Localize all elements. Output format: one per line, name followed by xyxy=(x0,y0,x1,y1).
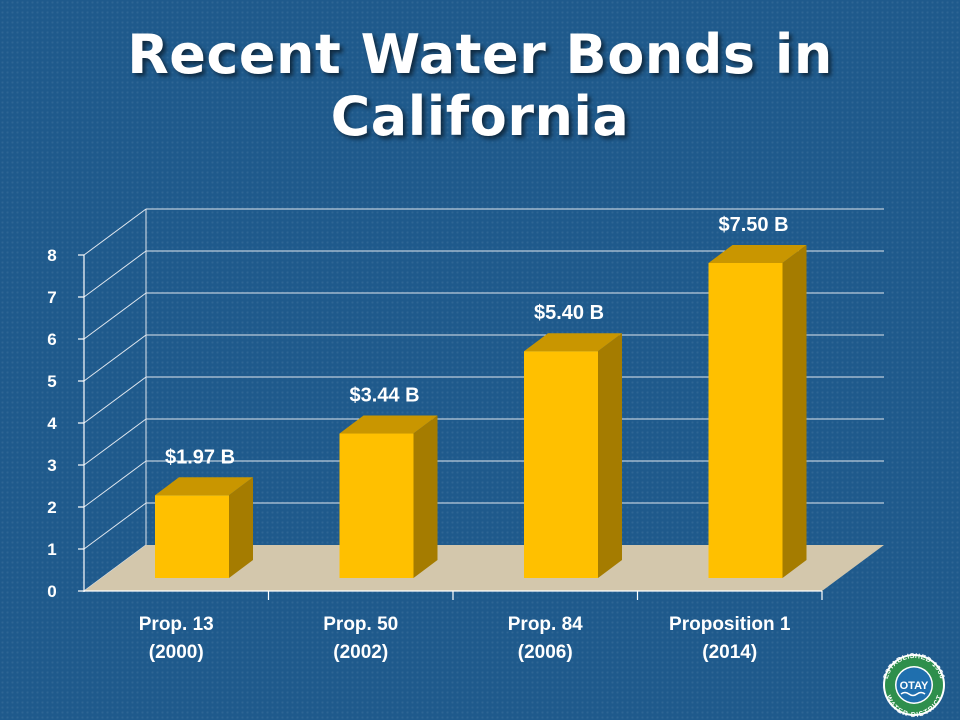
bar xyxy=(339,433,414,578)
side-gridline xyxy=(83,460,147,508)
side-gridline xyxy=(83,250,147,298)
y-tick-label: 2 xyxy=(47,498,56,517)
bar-side xyxy=(598,333,622,578)
category-label: Prop. 84 xyxy=(508,614,583,635)
data-label: $5.40 B xyxy=(534,302,604,324)
bar xyxy=(155,495,229,578)
data-label: $1.97 B xyxy=(165,446,235,468)
logo-core xyxy=(896,667,932,703)
otay-water-district-logo: ESTABLISHED 1956 WATER DISTRICT OTAY xyxy=(883,653,945,718)
category-label: (2000) xyxy=(149,642,204,663)
side-gridline xyxy=(83,502,147,550)
side-gridline xyxy=(83,376,147,424)
side-gridline xyxy=(83,208,147,256)
bar-top xyxy=(708,245,807,263)
bar xyxy=(708,263,783,578)
bar-side xyxy=(413,415,438,578)
bar-side xyxy=(229,477,253,578)
bar-top xyxy=(339,415,438,434)
category-label: (2014) xyxy=(702,642,757,663)
logo-wave xyxy=(900,691,926,697)
title-line-2: California xyxy=(330,85,630,148)
category-label: Proposition 1 xyxy=(669,614,791,635)
bar xyxy=(524,351,598,578)
side-gridline xyxy=(83,292,147,340)
category-label: (2006) xyxy=(518,642,573,663)
side-gridline xyxy=(83,334,147,382)
category-label: Prop. 13 xyxy=(139,614,214,635)
bar-side xyxy=(782,245,807,578)
bar-top xyxy=(155,477,253,496)
y-tick-label: 3 xyxy=(47,456,56,475)
title-line-1: Recent Water Bonds in xyxy=(127,23,833,86)
y-tick-label: 5 xyxy=(47,372,56,391)
logo-center-text: OTAY xyxy=(900,680,929,692)
category-label: (2002) xyxy=(333,642,388,663)
side-gridline xyxy=(83,418,147,466)
y-tick-label: 1 xyxy=(47,540,56,559)
chart-floor xyxy=(84,545,884,591)
y-tick-label: 7 xyxy=(47,288,56,307)
y-tick-label: 4 xyxy=(47,414,57,433)
page-title: Recent Water Bonds in California xyxy=(0,24,960,148)
y-tick-label: 0 xyxy=(47,582,56,601)
y-tick-label: 8 xyxy=(47,246,56,265)
data-label: $7.50 B xyxy=(718,214,788,236)
category-label: Prop. 50 xyxy=(323,614,398,635)
bar-top xyxy=(524,333,622,352)
y-tick-label: 6 xyxy=(47,330,56,349)
data-label: $3.44 B xyxy=(349,385,419,407)
